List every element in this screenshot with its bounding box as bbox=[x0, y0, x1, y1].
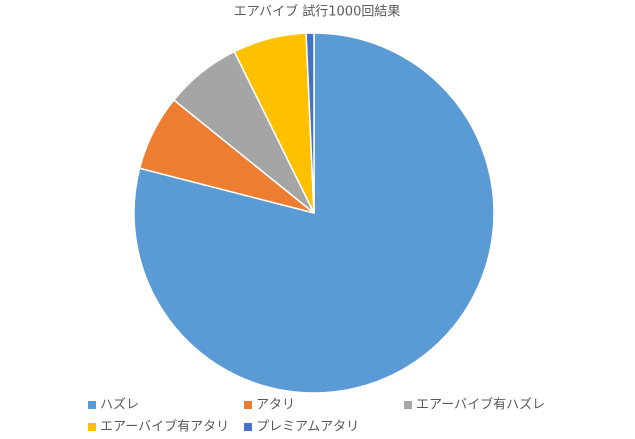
legend-label: ハズレ bbox=[100, 397, 139, 413]
legend-label: エアーバイブ有アタリ bbox=[100, 419, 229, 435]
legend-label: アタリ bbox=[256, 398, 295, 413]
legend-swatch bbox=[244, 401, 252, 409]
chart-title: エアバイブ 試行1000回結果 bbox=[234, 4, 401, 20]
legend-swatch bbox=[88, 423, 96, 431]
legend-label: エアーバイブ有ハズレ bbox=[416, 397, 545, 413]
legend-swatch bbox=[404, 401, 412, 409]
pie-slice bbox=[305, 32, 315, 214]
pie-slice bbox=[133, 32, 495, 394]
legend-swatch bbox=[88, 401, 96, 409]
legend-label: プレミアムアタリ bbox=[256, 420, 359, 435]
legend-swatch bbox=[244, 423, 252, 431]
